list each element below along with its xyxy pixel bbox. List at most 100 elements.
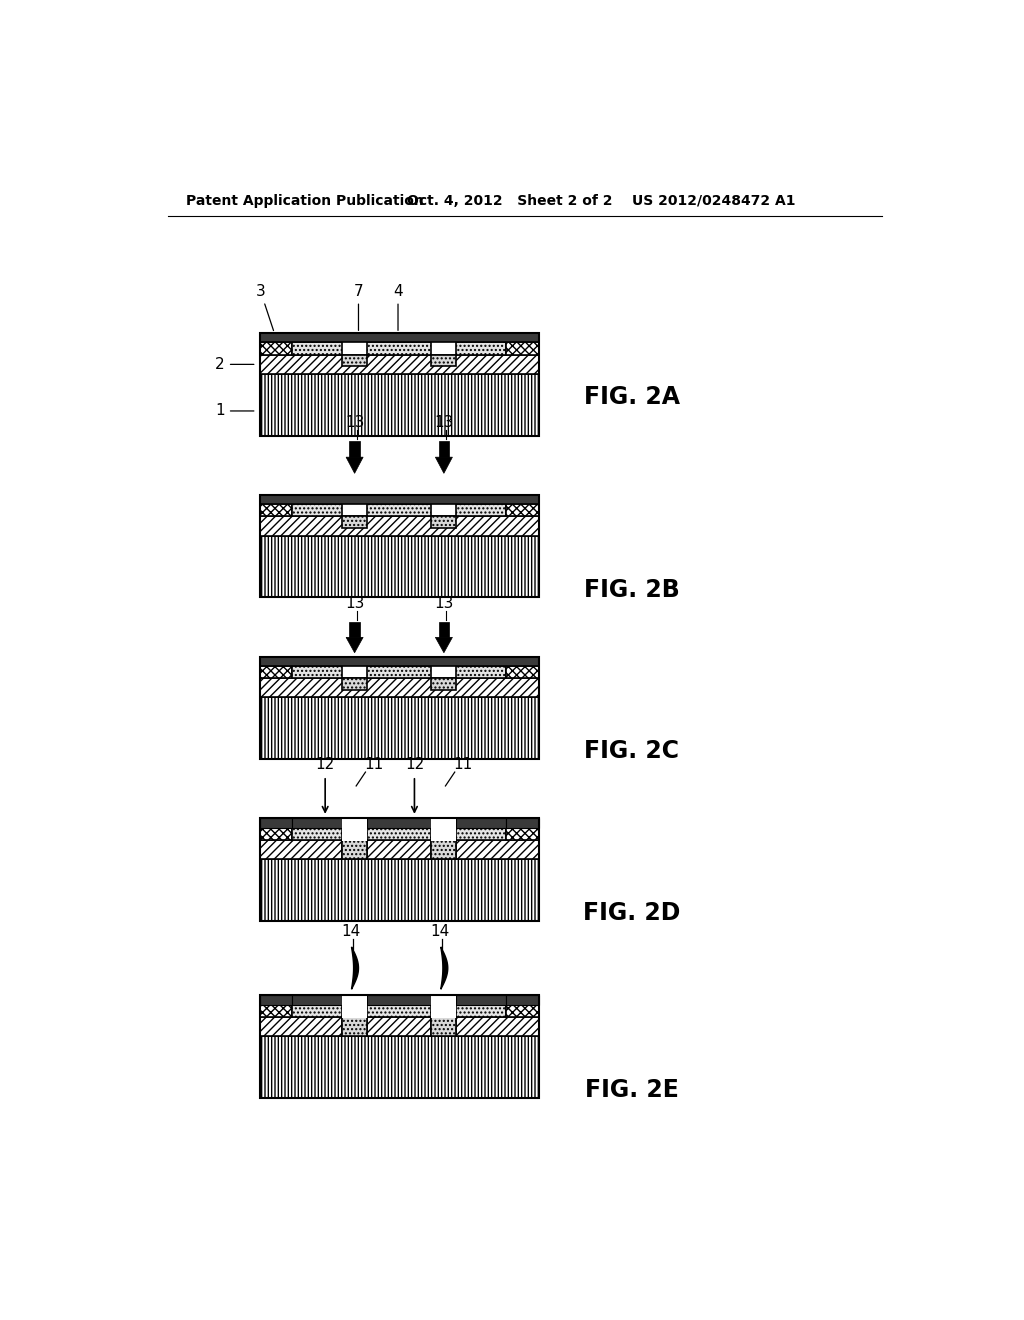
Bar xyxy=(457,1005,506,1016)
Polygon shape xyxy=(346,457,364,474)
Polygon shape xyxy=(351,946,358,989)
Bar xyxy=(260,1016,342,1036)
Bar xyxy=(260,504,292,516)
Bar xyxy=(260,1036,539,1098)
Text: FIG. 2E: FIG. 2E xyxy=(585,1078,679,1102)
Text: 13: 13 xyxy=(434,416,454,430)
Text: 2: 2 xyxy=(215,356,254,372)
Bar xyxy=(349,441,359,457)
Bar xyxy=(342,355,367,366)
Bar xyxy=(349,622,359,638)
Bar xyxy=(367,1005,431,1016)
Bar xyxy=(506,665,539,678)
Bar xyxy=(260,859,539,921)
Bar xyxy=(260,333,539,342)
Bar xyxy=(342,1016,367,1036)
Bar xyxy=(431,840,457,859)
Polygon shape xyxy=(435,638,453,653)
Bar xyxy=(260,495,539,597)
Text: 11: 11 xyxy=(454,758,472,772)
Bar xyxy=(367,1016,431,1036)
Text: 7: 7 xyxy=(353,284,364,330)
Bar xyxy=(260,374,539,436)
Bar xyxy=(457,818,506,828)
Text: 1: 1 xyxy=(215,404,254,418)
Text: Oct. 4, 2012   Sheet 2 of 2: Oct. 4, 2012 Sheet 2 of 2 xyxy=(407,194,612,207)
Bar xyxy=(342,678,367,689)
Bar xyxy=(292,828,342,840)
Text: FIG. 2D: FIG. 2D xyxy=(583,902,680,925)
Bar xyxy=(367,840,431,859)
Text: 11: 11 xyxy=(364,758,383,772)
Bar xyxy=(457,828,506,840)
Bar xyxy=(260,840,342,859)
Bar xyxy=(367,818,431,828)
Bar xyxy=(457,1016,539,1036)
Bar xyxy=(260,355,539,374)
Text: US 2012/0248472 A1: US 2012/0248472 A1 xyxy=(632,194,796,207)
Bar xyxy=(342,817,367,841)
Bar xyxy=(431,678,457,689)
Bar xyxy=(457,504,506,516)
Text: 12: 12 xyxy=(404,758,424,772)
Bar xyxy=(260,656,539,665)
Bar xyxy=(367,504,431,516)
Text: 3: 3 xyxy=(256,284,273,330)
Bar xyxy=(457,342,506,355)
Bar xyxy=(367,665,431,678)
Bar xyxy=(292,504,342,516)
Bar xyxy=(431,516,457,528)
Text: 12: 12 xyxy=(315,758,335,772)
Bar xyxy=(367,342,431,355)
Bar xyxy=(260,995,292,1005)
Bar xyxy=(431,817,457,841)
Bar xyxy=(260,697,539,759)
Polygon shape xyxy=(440,946,447,989)
Text: FIG. 2A: FIG. 2A xyxy=(584,385,680,409)
Text: Patent Application Publication: Patent Application Publication xyxy=(186,194,424,207)
Bar xyxy=(260,678,539,697)
Bar xyxy=(292,342,342,355)
Bar xyxy=(260,995,539,1098)
Bar xyxy=(506,342,539,355)
Bar xyxy=(292,995,342,1005)
Bar xyxy=(506,818,539,828)
Bar xyxy=(260,828,292,840)
Text: 13: 13 xyxy=(345,597,365,611)
Bar xyxy=(260,656,539,759)
Bar xyxy=(292,1005,342,1016)
Text: FIG. 2B: FIG. 2B xyxy=(584,578,680,602)
Bar xyxy=(457,995,506,1005)
Polygon shape xyxy=(435,457,453,474)
Bar xyxy=(367,828,431,840)
Bar xyxy=(457,840,539,859)
Bar xyxy=(260,495,539,504)
Bar xyxy=(260,516,539,536)
Bar xyxy=(457,665,506,678)
Bar xyxy=(438,622,449,638)
Bar xyxy=(260,1005,292,1016)
Bar xyxy=(260,818,292,828)
Text: 14: 14 xyxy=(341,924,360,940)
Bar xyxy=(260,818,539,921)
Bar xyxy=(260,665,292,678)
Text: 13: 13 xyxy=(345,416,365,430)
Bar xyxy=(506,504,539,516)
Text: 14: 14 xyxy=(430,924,450,940)
Bar xyxy=(260,342,292,355)
Bar xyxy=(506,1005,539,1016)
Text: 4: 4 xyxy=(393,284,402,330)
Polygon shape xyxy=(346,638,364,653)
Bar xyxy=(260,536,539,597)
Bar xyxy=(367,995,431,1005)
Bar xyxy=(342,516,367,528)
Bar xyxy=(292,818,342,828)
Bar xyxy=(506,995,539,1005)
Bar xyxy=(431,994,457,1019)
Bar xyxy=(260,333,539,436)
Bar xyxy=(342,840,367,859)
Bar xyxy=(431,355,457,366)
Bar xyxy=(342,994,367,1019)
Bar xyxy=(431,1016,457,1036)
Bar xyxy=(438,441,449,457)
